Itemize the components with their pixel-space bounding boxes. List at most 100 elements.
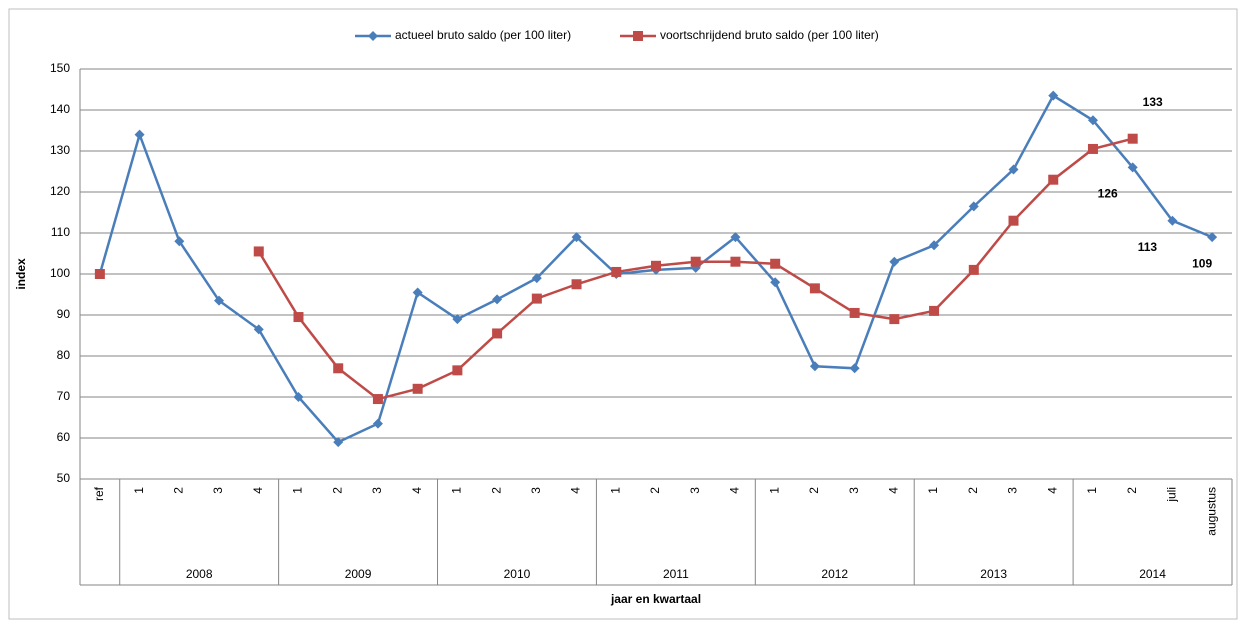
marker bbox=[770, 258, 781, 269]
marker bbox=[730, 256, 741, 267]
marker bbox=[253, 324, 264, 335]
x-tick-label: 4 bbox=[251, 487, 265, 494]
x-tick-label: 4 bbox=[887, 487, 901, 494]
group-label: 2011 bbox=[663, 567, 689, 581]
x-tick-label: 3 bbox=[529, 487, 543, 494]
marker bbox=[94, 269, 105, 279]
y-tick-label: 150 bbox=[50, 61, 70, 75]
marker bbox=[809, 283, 820, 294]
group-label: 2009 bbox=[345, 567, 372, 581]
chart-border bbox=[8, 8, 1238, 620]
marker bbox=[571, 232, 582, 243]
x-tick-label: 1 bbox=[132, 487, 146, 494]
y-tick-label: 120 bbox=[50, 184, 70, 198]
y-tick-label: 130 bbox=[50, 143, 70, 157]
marker bbox=[293, 392, 304, 402]
y-tick-label: 100 bbox=[50, 266, 70, 280]
x-tick-label: 1 bbox=[608, 487, 622, 494]
x-tick-label: 2 bbox=[966, 487, 980, 494]
marker bbox=[1087, 143, 1098, 154]
legend-label: actueel bruto saldo (per 100 liter) bbox=[395, 28, 571, 42]
marker bbox=[531, 273, 542, 284]
x-tick-label: 3 bbox=[211, 487, 225, 494]
marker bbox=[571, 279, 582, 290]
marker bbox=[1087, 115, 1098, 126]
group-label: 2008 bbox=[186, 567, 213, 581]
legend-label: voortschrijdend bruto saldo (per 100 lit… bbox=[660, 28, 879, 42]
marker bbox=[412, 383, 423, 394]
legend-marker bbox=[368, 31, 378, 41]
y-tick-label: 90 bbox=[57, 307, 71, 321]
marker bbox=[134, 129, 145, 140]
marker bbox=[809, 361, 820, 372]
y-axis-title: index bbox=[14, 258, 28, 290]
x-tick-label: 2 bbox=[171, 487, 185, 494]
x-tick-label: 3 bbox=[847, 487, 861, 494]
marker bbox=[1127, 162, 1138, 173]
x-tick-label: 4 bbox=[728, 487, 742, 494]
legend-marker bbox=[633, 31, 643, 41]
group-label: 2012 bbox=[821, 567, 848, 581]
marker bbox=[452, 365, 463, 376]
x-tick-label: 4 bbox=[1045, 487, 1059, 494]
marker bbox=[849, 307, 860, 318]
x-tick-label: ref bbox=[92, 486, 106, 501]
data-label: 133 bbox=[1143, 95, 1163, 109]
marker bbox=[929, 240, 940, 251]
marker bbox=[1167, 215, 1178, 226]
x-tick-label: juli bbox=[1165, 487, 1179, 503]
x-tick-label: 3 bbox=[370, 487, 384, 494]
marker bbox=[293, 312, 304, 323]
marker bbox=[968, 201, 979, 212]
marker bbox=[690, 256, 701, 267]
x-tick-label: 2 bbox=[330, 487, 344, 494]
marker bbox=[1008, 164, 1019, 175]
x-tick-label: 2 bbox=[489, 487, 503, 494]
x-axis-title: jaar en kwartaal bbox=[610, 592, 701, 606]
y-tick-label: 80 bbox=[57, 348, 71, 362]
marker bbox=[968, 264, 979, 275]
marker bbox=[849, 363, 860, 374]
y-tick-label: 60 bbox=[57, 430, 71, 444]
x-tick-label: 2 bbox=[1125, 487, 1139, 494]
x-tick-label: 2 bbox=[807, 487, 821, 494]
marker bbox=[1008, 215, 1019, 226]
marker bbox=[1048, 90, 1059, 101]
marker bbox=[611, 266, 622, 277]
marker bbox=[452, 314, 463, 325]
x-tick-label: augustus bbox=[1204, 487, 1218, 536]
x-tick-label: 1 bbox=[450, 487, 464, 494]
x-tick-label: 3 bbox=[688, 487, 702, 494]
x-tick-label: 1 bbox=[926, 487, 940, 494]
marker bbox=[889, 314, 900, 325]
marker bbox=[651, 260, 661, 271]
data-label: 113 bbox=[1138, 240, 1158, 254]
marker bbox=[730, 232, 741, 243]
marker bbox=[929, 305, 940, 316]
marker bbox=[253, 246, 264, 257]
marker bbox=[333, 437, 344, 448]
marker bbox=[1048, 174, 1059, 185]
marker bbox=[333, 363, 344, 374]
y-tick-label: 140 bbox=[50, 102, 70, 116]
x-tick-label: 2 bbox=[648, 487, 662, 494]
y-tick-label: 50 bbox=[57, 471, 71, 485]
x-tick-label: 1 bbox=[767, 487, 781, 494]
marker bbox=[214, 295, 225, 306]
marker bbox=[174, 236, 185, 247]
x-tick-label: 4 bbox=[410, 487, 424, 494]
group-label: 2013 bbox=[980, 567, 1007, 581]
marker bbox=[412, 287, 423, 298]
marker bbox=[372, 394, 383, 405]
marker bbox=[770, 277, 781, 288]
marker bbox=[1127, 133, 1138, 144]
x-tick-label: 4 bbox=[569, 487, 583, 494]
marker bbox=[492, 294, 503, 305]
x-tick-label: 1 bbox=[1085, 487, 1099, 494]
marker bbox=[372, 418, 383, 429]
y-tick-label: 110 bbox=[51, 225, 70, 239]
x-tick-label: 3 bbox=[1006, 487, 1020, 494]
x-tick-label: 1 bbox=[291, 487, 305, 494]
marker bbox=[492, 328, 503, 339]
